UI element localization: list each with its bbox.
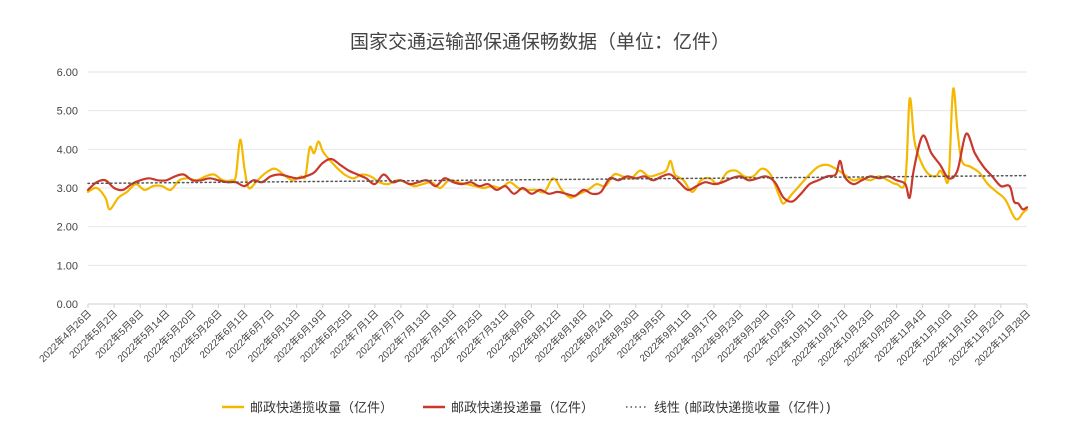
y-tick-label: 3.00	[57, 183, 78, 195]
legend-label: 邮政快递投递量（亿件）	[451, 400, 594, 416]
legend-label: 邮政快递揽收量（亿件）	[250, 400, 393, 416]
y-tick-label: 4.00	[57, 144, 78, 156]
legend-label: 线性 (邮政快递揽收量（亿件）)	[654, 400, 831, 416]
series-line-2	[86, 132, 1029, 211]
series-layer	[86, 87, 1029, 221]
chart-title: 国家交通运输部保通保畅数据（单位：亿件）	[350, 31, 730, 53]
series-line-3	[87, 174, 1028, 185]
y-tick-label: 5.00	[57, 106, 78, 118]
y-tick-label: 2.00	[57, 222, 78, 234]
grid-layer	[88, 71, 1027, 305]
y-tick-label: 6.00	[57, 67, 78, 79]
legend: 邮政快递揽收量（亿件） 邮政快递投递量（亿件） 线性 (邮政快递揽收量（亿件）)	[222, 400, 831, 416]
series-line-1	[86, 87, 1029, 221]
y-tick-label: 1.00	[57, 260, 78, 272]
y-axis: 0.00 1.00 2.00 3.00 4.00 5.00 6.00	[57, 67, 78, 311]
x-axis: 2022年4月26日2022年5月2日2022年5月8日2022年5月14日20…	[36, 304, 1033, 369]
y-tick-label: 0.00	[57, 299, 78, 311]
